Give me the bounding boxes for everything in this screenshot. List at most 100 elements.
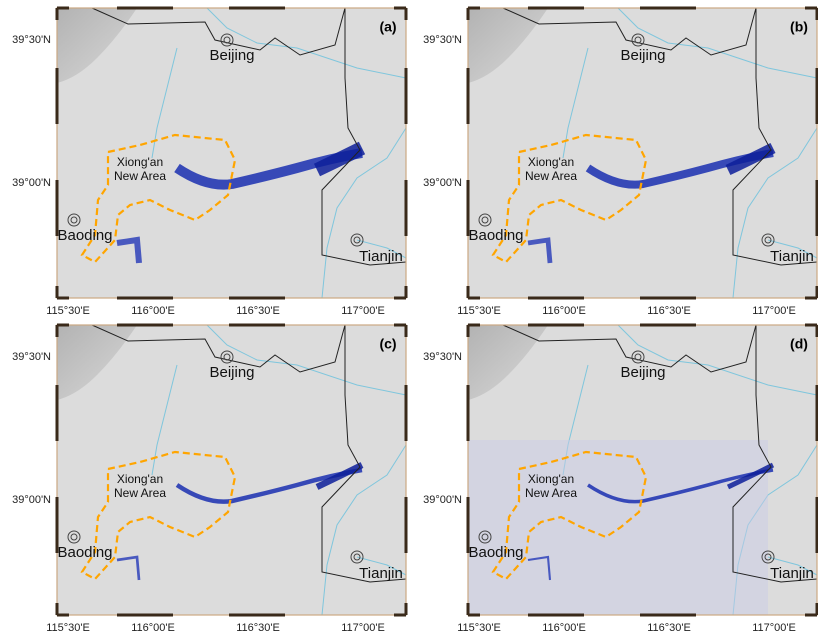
hillshade [468,8,548,83]
xiongan-boundary [80,133,237,264]
x-tick-label: 117°00'E [752,305,796,317]
area-label: New Area [525,169,577,183]
x-tick-label: 116°00'E [542,305,586,317]
river [151,47,178,159]
y-tick-label: 39°30'N [12,34,51,46]
city-icon [350,550,364,564]
city-icon [764,236,772,244]
city-icon [353,236,361,244]
city-label: Beijing [209,364,254,381]
boundary [321,325,407,583]
area-label: New Area [525,486,577,500]
flood-area [527,555,552,581]
y-tick-label: 39°30'N [12,351,51,363]
boundary [502,324,757,373]
boundary [91,7,346,56]
river [151,364,178,476]
city-icon [634,353,642,361]
boundary [321,8,407,266]
x-tick-label: 117°00'E [752,622,796,633]
city-icon [478,213,492,227]
city-label: Tianjin [770,248,814,265]
area-label: Xiong'an [117,472,163,486]
river [356,239,407,259]
hillshade [468,325,548,400]
river [617,7,818,79]
city-icon [481,216,489,224]
panel-label: (a) [379,19,396,35]
x-tick-label: 116°30'E [647,622,691,633]
hillshade [57,325,137,400]
y-tick-label: 39°30'N [423,34,462,46]
city-icon [481,533,489,541]
river [767,556,818,576]
city-icon [220,33,234,47]
city-label: Baoding [468,227,523,244]
city-label: Beijing [620,364,665,381]
x-tick-label: 117°00'E [341,305,385,317]
city-icon [223,353,231,361]
flood-area [725,142,776,176]
river [562,47,589,159]
x-tick-label: 115°30'E [46,622,90,633]
y-tick-label: 39°00'N [12,177,51,189]
city-label: Baoding [468,544,523,561]
x-tick-label: 116°30'E [647,305,691,317]
river [206,7,407,79]
city-label: Tianjin [359,248,403,265]
panel-label: (d) [790,336,808,352]
x-tick-label: 117°00'E [341,622,385,633]
flood-area [527,237,553,264]
flood-area [315,462,364,490]
city-label: Baoding [57,544,112,561]
city-label: Tianjin [359,565,403,582]
city-icon [631,350,645,364]
flood-area [587,468,774,504]
noise-area [468,440,768,615]
x-tick-label: 116°30'E [236,622,280,633]
area-label: Xiong'an [528,472,574,486]
river [206,324,407,396]
y-tick-label: 39°00'N [423,177,462,189]
river [617,324,818,396]
city-icon [631,33,645,47]
city-icon [67,213,81,227]
x-tick-label: 116°00'E [131,305,175,317]
city-label: Beijing [209,47,254,64]
city-icon [70,216,78,224]
flood-area [116,555,141,581]
x-tick-label: 115°30'E [457,622,501,633]
y-tick-label: 39°30'N [423,351,462,363]
boundary [732,325,818,583]
boundary [91,324,346,373]
panel-label: (c) [379,336,396,352]
xiongan-boundary [491,133,648,264]
x-tick-label: 115°30'E [46,305,90,317]
xiongan-boundary [491,450,648,581]
flood-area [726,462,775,490]
area-label: Xiong'an [117,155,163,169]
city-icon [761,550,775,564]
x-tick-label: 116°00'E [542,622,586,633]
area-label: Xiong'an [528,155,574,169]
x-tick-label: 116°30'E [236,305,280,317]
flood-area [116,236,142,264]
city-label: Baoding [57,227,112,244]
x-tick-label: 115°30'E [457,305,501,317]
boundary [502,7,757,56]
boundary [732,8,818,266]
city-icon [634,36,642,44]
city-icon [220,350,234,364]
city-label: Tianjin [770,565,814,582]
river [356,556,407,576]
city-icon [764,553,772,561]
flood-area [175,467,363,504]
y-tick-label: 39°00'N [423,494,462,506]
area-label: New Area [114,486,166,500]
city-icon [478,530,492,544]
